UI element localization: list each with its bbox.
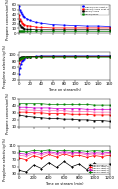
Y-axis label: Propane conversion(%): Propane conversion(%) bbox=[6, 92, 10, 133]
Y-axis label: Propane conversion(%): Propane conversion(%) bbox=[6, 0, 10, 40]
Y-axis label: Propylene selectivity(%): Propylene selectivity(%) bbox=[3, 138, 7, 181]
Y-axis label: Propylene selectivity(%): Propylene selectivity(%) bbox=[3, 44, 7, 88]
Legend: Ga2O3/SiO2 20wt.%, Ga2O3/Al2O3 10wt.%, Ga2O3/Al2O3, Ga2O3/ZnO2: Ga2O3/SiO2 20wt.%, Ga2O3/Al2O3 10wt.%, G… bbox=[81, 5, 109, 15]
X-axis label: Time on stream (min): Time on stream (min) bbox=[45, 181, 83, 186]
X-axis label: Time on stream(h): Time on stream(h) bbox=[48, 88, 81, 92]
Legend: Ga2O3 5wt.%, Ga2O3 10wt.%, Ga2O3 15wt.%, Ga2O3 20wt.%, Ga2O3 30wt.%: Ga2O3 5wt.%, Ga2O3 10wt.%, Ga2O3 15wt.%,… bbox=[88, 163, 109, 174]
